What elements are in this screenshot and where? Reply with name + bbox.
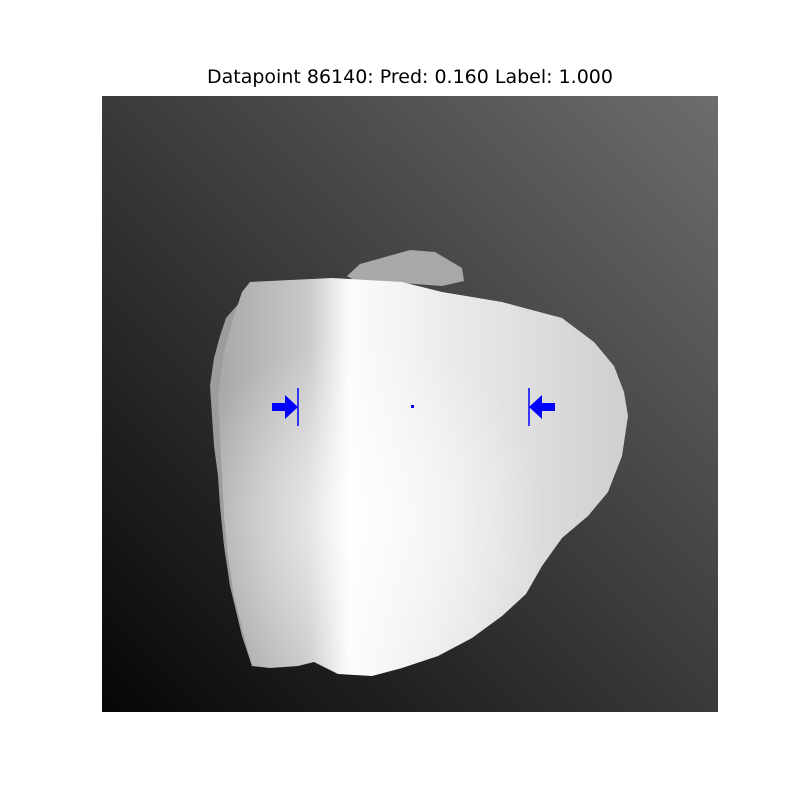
- depth-image-panel: [102, 96, 718, 712]
- figure-title: Datapoint 86140: Pred: 0.160 Label: 1.00…: [207, 66, 613, 88]
- arrow-right-icon: [272, 395, 298, 419]
- object-highlight: [218, 278, 628, 676]
- object-top-bump: [347, 250, 464, 286]
- right-marker: [528, 388, 555, 426]
- arrow-left-icon: [529, 395, 555, 419]
- left-marker: [272, 388, 299, 426]
- depth-image: [102, 96, 718, 712]
- dot-icon: [411, 405, 414, 408]
